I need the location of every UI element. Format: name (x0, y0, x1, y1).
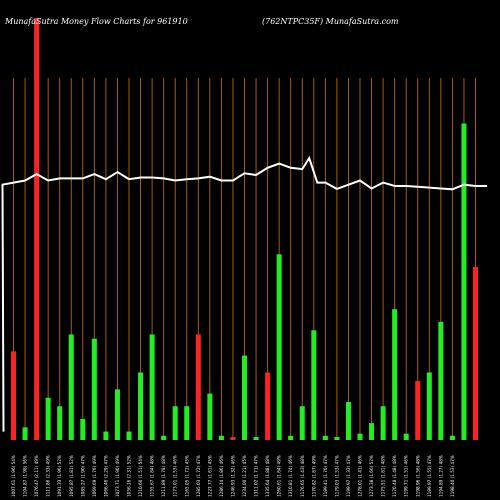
money-flow-bar (392, 309, 398, 440)
money-flow-bar (184, 406, 190, 440)
money-flow-bar (57, 406, 63, 440)
money-flow-bar (230, 437, 236, 440)
money-flow-bar (380, 406, 386, 440)
money-flow-bar (449, 435, 455, 440)
x-tick-label: 1176.65 (1.43) 48% (300, 455, 305, 497)
x-tick-label: 1335.64 (1.88) 48% (265, 455, 270, 497)
x-tick-label: 1273.38 (1.66) 52% (369, 455, 374, 497)
chart-title-right: (762NTPC35F) MunafaSutra.com (262, 17, 399, 26)
x-tick-label: 1278.01 (1.41) 46% (358, 455, 363, 497)
money-flow-bar (438, 321, 444, 440)
x-tick-label: 1234.00 (1.21) 45% (242, 455, 247, 497)
x-tick-label: 1286.14 (1.86) 46% (219, 455, 224, 497)
money-flow-bar (265, 372, 271, 440)
x-tick-label: 1179.03 (1.53) 47% (334, 455, 339, 497)
money-flow-bar (34, 18, 40, 440)
money-flow-bar (276, 254, 282, 440)
x-tick-label: 1227.77 (1.61) 45% (207, 455, 212, 497)
x-axis-tick-labels: 1007.61 (1.96) 54% 1104.87 (1.98) 56% 1076… (11, 455, 455, 497)
money-flow-bar (91, 338, 97, 440)
money-flow-bars (11, 18, 478, 440)
money-flow-bar (103, 431, 109, 440)
money-flow-bar (22, 427, 28, 440)
money-flow-line (1, 155, 488, 432)
money-flow-bar (253, 437, 259, 440)
money-flow-bar (172, 406, 178, 440)
money-flow-bar (426, 372, 432, 440)
money-flow-bar (334, 437, 340, 440)
money-flow-bar (11, 351, 16, 440)
x-tick-label: 1091.33 (1.96) 52% (57, 455, 62, 497)
x-tick-label: 1170.48 (1.48) 48% (392, 455, 397, 497)
money-flow-bar (369, 423, 375, 440)
money-flow-bar (473, 266, 478, 440)
x-tick-label: 1056.16 (2.31) 52% (127, 455, 132, 497)
money-flow-bar (357, 433, 363, 440)
x-tick-label: 1085.27 (1.90) 47% (80, 455, 85, 497)
money-flow-bar (149, 334, 155, 440)
x-tick-label: 1155.67 (1.84) 48% (150, 455, 155, 497)
x-tick-label: 1199.97 (1.55) 47% (427, 455, 432, 497)
x-tick-label: 1199.41 (1.70) 47% (323, 455, 328, 497)
x-tick-label: 1007.61 (1.96) 54% (11, 455, 16, 497)
x-tick-label: 1260.61 (1.64) 49% (277, 455, 282, 497)
x-tick-label: 1310.81 (1.74) 46% (288, 455, 293, 497)
money-flow-bar (207, 393, 213, 440)
money-flow-bar (403, 433, 409, 440)
x-tick-label: 1165.05 (1.72) 45% (184, 455, 189, 497)
x-tick-label: 1095.87 (1.81) 52% (69, 455, 74, 497)
x-tick-label: 1170.82 (1.87) 49% (311, 455, 316, 497)
x-tick-label: 1246.93 (1.32) 46% (230, 455, 235, 497)
money-flow-bar (68, 334, 74, 440)
x-tick-label: 1194.89 (1.27) 48% (438, 455, 443, 497)
x-tick-label: 1066.46 (2.29) 47% (103, 455, 108, 497)
x-tick-label: 1173.01 (1.53) 46% (173, 455, 178, 497)
money-flow-bar (322, 435, 328, 440)
x-tick-label: 1104.87 (1.98) 56% (23, 455, 28, 497)
x-tick-label: 1198.40 (1.53) 47% (450, 455, 455, 497)
money-flow-bar (345, 402, 351, 440)
money-flow-bar (288, 435, 294, 440)
money-flow-bar (161, 435, 167, 440)
money-flow-bar (218, 435, 224, 440)
money-flow-bar (242, 355, 247, 440)
chart-title-left: MunafaSutra Money Flow Charts for 961910 (4, 17, 188, 26)
money-flow-bar (126, 431, 132, 440)
x-tick-label: 1073.71 (1.90) 49% (115, 455, 120, 497)
x-tick-label: 1211.89 (1.78) 48% (161, 455, 166, 497)
money-flow-bar (461, 123, 467, 440)
money-flow-bar (80, 418, 86, 440)
x-tick-label: 1076.47 (2.11) 49% (34, 455, 39, 497)
x-tick-label: 1175.51 (1.81) 48% (381, 455, 386, 497)
money-flow-bar (415, 380, 421, 440)
x-tick-label: 1210.60 (1.51) 54% (138, 455, 143, 497)
x-tick-label: 1285.03 (1.72) 47% (196, 455, 201, 497)
x-tick-label: 1111.86 (2.33) 49% (46, 455, 51, 497)
money-flow-bar (114, 389, 120, 440)
x-tick-label: 1198.96 (1.56) 48% (415, 455, 420, 497)
money-flow-bar (45, 397, 51, 440)
money-flow-bar (195, 334, 201, 440)
x-tick-label: 1311.02 (1.71) 47% (254, 455, 259, 497)
money-flow-bar (299, 406, 305, 440)
money-flow-bar (138, 372, 144, 440)
x-tick-label: 1199.97 (1.33) 47% (346, 455, 351, 497)
x-tick-label: 1069.69 (1.76) 49% (92, 455, 97, 497)
x-tick-label: 1199.71 (1.51) 46% (404, 455, 409, 497)
money-flow-bar (311, 330, 317, 440)
